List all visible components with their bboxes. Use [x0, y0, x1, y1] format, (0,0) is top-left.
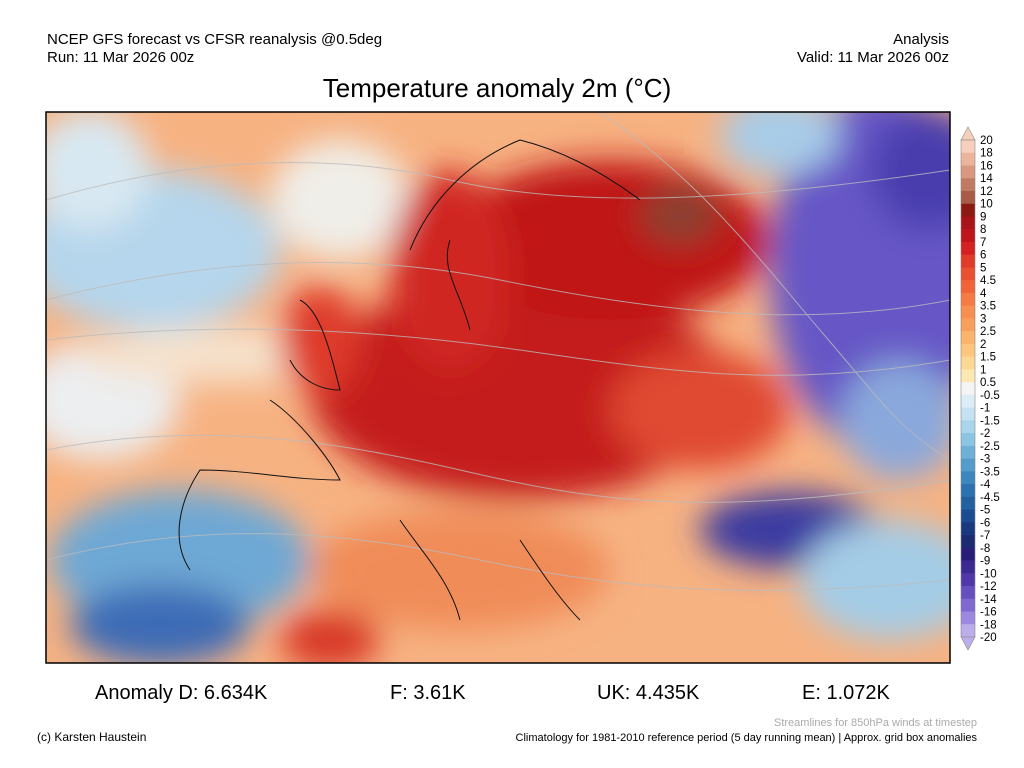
stat-uk: UK: 4.435K: [597, 682, 700, 704]
colorbar-top-cap: [960, 126, 976, 141]
colorbar-label: 2.5: [980, 326, 996, 338]
colorbar-swatch: [961, 522, 975, 536]
colorbar-swatch: [961, 203, 975, 217]
colorbar-swatch: [961, 471, 975, 485]
colorbar-swatch: [961, 254, 975, 268]
colorbar-swatch: [961, 394, 975, 409]
colorbar-swatch: [961, 229, 975, 243]
colorbar-label: -16: [980, 607, 997, 619]
colorbar-swatch: [961, 611, 975, 625]
colorbar-label: 5: [980, 262, 986, 274]
map-title: Temperature anomaly 2m (°C): [323, 73, 672, 103]
colorbar-label: -9: [980, 556, 990, 568]
colorbar-label: 0.5: [980, 377, 996, 389]
colorbar-swatch: [961, 573, 975, 587]
colorbar-swatch: [961, 331, 975, 345]
climatology-note: Climatology for 1981-2010 reference peri…: [516, 732, 978, 744]
colorbar-swatch: [961, 509, 975, 523]
colorbar-swatch: [961, 458, 975, 472]
stat-e: E: 1.072K: [802, 682, 891, 704]
colorbar-label: -1.5: [980, 415, 1000, 427]
colorbar-swatch: [961, 560, 975, 574]
colorbar-label: -1: [980, 403, 990, 415]
header-left-2: Run: 11 Mar 2026 00z: [47, 49, 194, 66]
colorbar-label: 2: [980, 339, 986, 351]
header-left-1: NCEP GFS forecast vs CFSR reanalysis @0.…: [47, 31, 382, 48]
colorbar-label: 3: [980, 313, 986, 325]
colorbar-label: -0.5: [980, 390, 1000, 402]
colorbar-label: 18: [980, 148, 993, 160]
colorbar-swatch: [961, 445, 975, 459]
colorbar-swatch: [961, 292, 975, 307]
colorbar-swatch: [961, 152, 975, 166]
colorbar-swatch: [961, 305, 975, 319]
colorbar-swatch: [961, 190, 975, 205]
map-frame: [45, 111, 951, 664]
colorbar-bottom-cap: [960, 636, 976, 651]
colorbar-swatch: [961, 369, 975, 383]
colorbar-frame: [960, 139, 976, 638]
header-right-1: Analysis: [893, 31, 949, 48]
colorbar-label: -3: [980, 454, 990, 466]
colorbar-label: -2: [980, 428, 990, 440]
colorbar-label: -20: [980, 632, 997, 644]
colorbar-swatch: [961, 496, 975, 510]
colorbar-swatch: [961, 382, 975, 396]
colorbar-label: -12: [980, 581, 997, 593]
colorbar-swatch: [961, 407, 975, 421]
colorbar-label: -5: [980, 505, 990, 517]
colorbar-label: 20: [980, 135, 993, 147]
colorbar-swatch: [961, 165, 975, 179]
colorbar-label: 4: [980, 288, 987, 300]
colorbar-label: -4.5: [980, 492, 1000, 504]
colorbar-label: 8: [980, 224, 986, 236]
colorbar-label: -6: [980, 517, 990, 529]
credit: (c) Karsten Haustein: [37, 730, 146, 744]
colorbar-label: 1: [980, 364, 986, 376]
colorbar-swatch: [961, 178, 975, 192]
streamline-note: Streamlines for 850hPa winds at timestep: [774, 717, 977, 729]
header-right-2: Valid: 11 Mar 2026 00z: [797, 49, 949, 66]
colorbar: 201816141210987654.543.532.521.510.5-0.5…: [960, 126, 1000, 651]
colorbar-label: 14: [980, 173, 993, 185]
colorbar-swatch: [961, 420, 975, 434]
colorbar-label: -8: [980, 543, 990, 555]
colorbar-label: 16: [980, 160, 993, 172]
colorbar-label: -18: [980, 619, 997, 631]
colorbar-label: 6: [980, 250, 986, 262]
colorbar-label: -3.5: [980, 466, 1000, 478]
colorbar-swatch: [961, 280, 975, 294]
colorbar-swatch: [961, 356, 975, 370]
colorbar-swatch: [961, 484, 975, 498]
stat-d: Anomaly D: 6.634K: [95, 682, 268, 704]
colorbar-swatch: [961, 598, 975, 612]
colorbar-label: 3.5: [980, 301, 996, 313]
colorbar-label: 4.5: [980, 275, 996, 287]
map: [46, 112, 950, 663]
colorbar-swatch: [961, 318, 975, 332]
colorbar-swatch: [961, 241, 975, 256]
colorbar-label: -10: [980, 568, 997, 580]
colorbar-swatch: [961, 433, 975, 447]
colorbar-swatch: [961, 535, 975, 549]
colorbar-label: -2.5: [980, 441, 1000, 453]
colorbar-label: -7: [980, 530, 990, 542]
colorbar-swatch: [961, 140, 975, 154]
colorbar-label: 1.5: [980, 352, 996, 364]
colorbar-swatch: [961, 624, 975, 638]
colorbar-swatch: [961, 216, 975, 230]
colorbar-label: 10: [980, 199, 993, 211]
colorbar-swatch: [961, 343, 975, 358]
colorbar-swatch: [961, 586, 975, 600]
colorbar-swatch: [961, 547, 975, 561]
colorbar-label: 7: [980, 237, 986, 249]
stat-f: F: 3.61K: [390, 682, 466, 704]
colorbar-label: -4: [980, 479, 991, 491]
colorbar-swatch: [961, 267, 975, 281]
colorbar-label: -14: [980, 594, 997, 606]
colorbar-label: 12: [980, 186, 993, 198]
colorbar-label: 9: [980, 211, 986, 223]
